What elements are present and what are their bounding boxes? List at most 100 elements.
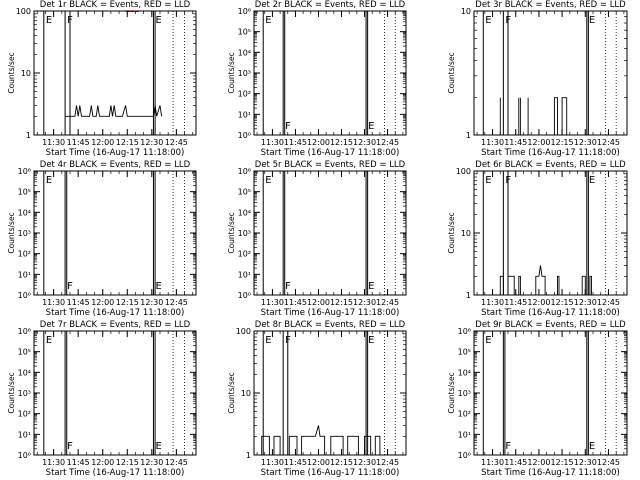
y-tick-label: 10³ [18,229,31,238]
y-tick-label: 10⁰ [458,451,471,460]
x-tick-label: 12:45 [376,458,399,467]
marker-label-1: E [485,15,491,26]
x-axis-label: Start Time (16-Aug-17 11:18:00) [261,468,400,478]
y-tick-label: 10² [238,250,251,259]
y-tick-label: 10⁵ [238,28,251,37]
marker-label-2: F [285,121,291,132]
panel-plot-area [499,97,568,135]
y-tick-label: 10 [241,389,251,398]
panel-title: Det 9r BLACK = Events, RED = LLD [475,320,626,330]
x-tick-label: 12:15 [330,458,353,467]
panel-6: Det 6r BLACK = Events, RED = LLDEFE11010… [447,160,628,318]
x-tick-label: 12:00 [91,458,114,467]
x-axis-label: Start Time (16-Aug-17 11:18:00) [481,148,620,158]
y-tick-label: 1 [466,291,471,300]
x-tick-label: 12:45 [165,138,188,147]
x-tick-label: 12:15 [116,458,139,467]
y-tick-label: 10¹ [238,110,251,119]
x-tick-label: 11:30 [481,458,504,467]
y-tick-label: 10⁶ [18,327,31,336]
x-tick-label: 11:45 [504,458,527,467]
series-line-1 [261,425,381,455]
x-tick-label: 11:45 [504,138,527,147]
panel-title: Det 6r BLACK = Events, RED = LLD [475,160,626,170]
marker-label-1: E [485,175,491,186]
y-tick-label: 10⁴ [18,208,31,217]
x-axis-label: Start Time (16-Aug-17 11:18:00) [481,468,620,478]
y-tick-label: 10³ [458,389,471,398]
y-tick-label: 10⁴ [238,208,251,217]
x-tick-label: 11:30 [42,458,65,467]
y-tick-label: 100 [236,327,251,336]
x-axis-label: Start Time (16-Aug-17 11:18:00) [481,308,620,318]
y-tick-label: 10⁰ [238,131,251,140]
panel-title: Det 5r BLACK = Events, RED = LLD [255,160,406,170]
y-tick-label: 10⁶ [238,167,251,176]
x-tick-label: 12:30 [353,458,376,467]
x-tick-label: 12:45 [165,298,188,307]
y-axis-label: Counts/sec [227,52,236,93]
y-tick-label: 10¹ [238,270,251,279]
x-tick-label: 12:00 [527,298,550,307]
x-tick-label: 11:30 [481,138,504,147]
y-axis-label: Counts/sec [447,212,456,253]
y-tick-label: 10⁵ [18,348,31,357]
panel-5: Det 5r BLACK = Events, RED = LLD E F E 10⁰ 10… [227,160,407,318]
x-tick-label: 12:00 [307,458,330,467]
plot-frame [253,170,407,296]
panel-plot-area [261,425,381,455]
y-tick-label: 10² [238,90,251,99]
marker-label-4: E [589,175,595,186]
marker-label-4: E [368,281,374,292]
panel-1: Det 1r BLACK = Events, RED = LLDEFE11010… [7,0,197,158]
y-tick-label: 10 [461,229,471,238]
y-axis-label: Counts/sec [447,52,456,93]
plot-frame [33,330,197,456]
panel-plot-area [65,11,163,117]
x-tick-label: 12:45 [376,298,399,307]
x-tick-label: 11:45 [504,298,527,307]
panel-2: Det 2r BLACK = Events, RED = LLD E F E 10⁰ 10… [227,0,407,158]
y-tick-label: 10⁶ [458,327,471,336]
panel-title: Det 1r BLACK = Events, RED = LLD [40,0,191,10]
marker-label-1: E [265,175,271,186]
y-axis-label: Counts/sec [227,372,236,413]
marker-label-1: E [265,15,271,26]
x-tick-label: 12:30 [140,458,163,467]
panel-title: Det 3r BLACK = Events, RED = LLD [475,0,626,10]
x-tick-label: 12:00 [307,138,330,147]
x-tick-label: 12:45 [597,138,620,147]
x-tick-label: 12:00 [527,458,550,467]
marker-label-4: E [155,281,161,292]
marker-label-4: E [368,335,374,346]
panel-9: Det 9r BLACK = Events, RED = LLD E F E 10⁰ 10… [447,320,628,478]
y-tick-label: 10⁵ [238,188,251,197]
y-tick-label: 10² [18,250,31,259]
x-axis-label: Start Time (16-Aug-17 11:18:00) [261,308,400,318]
x-tick-label: 11:45 [67,298,90,307]
x-tick-label: 11:30 [42,138,65,147]
x-tick-label: 11:30 [261,298,284,307]
x-tick-label: 11:45 [284,298,307,307]
x-tick-label: 12:45 [165,458,188,467]
plot-frame [473,330,628,456]
plot-frame [473,170,628,296]
panel-title: Det 8r BLACK = Events, RED = LLD [255,320,406,330]
y-tick-label: 10¹ [458,430,471,439]
y-tick-label: 10⁵ [18,188,31,197]
series-line-1 [65,105,163,117]
series-line-1 [499,97,568,135]
series-line-1 [499,265,592,295]
y-tick-label: 10⁶ [18,167,31,176]
y-axis-label: Counts/sec [7,212,16,253]
x-tick-label: 12:45 [597,298,620,307]
y-tick-label: 10 [461,7,471,16]
x-tick-label: 12:30 [140,298,163,307]
x-tick-label: 12:30 [574,138,597,147]
x-tick-label: 11:45 [67,458,90,467]
x-tick-label: 12:45 [597,458,620,467]
y-tick-label: 10⁰ [18,451,31,460]
y-tick-label: 10⁴ [18,368,31,377]
x-tick-label: 12:00 [91,298,114,307]
